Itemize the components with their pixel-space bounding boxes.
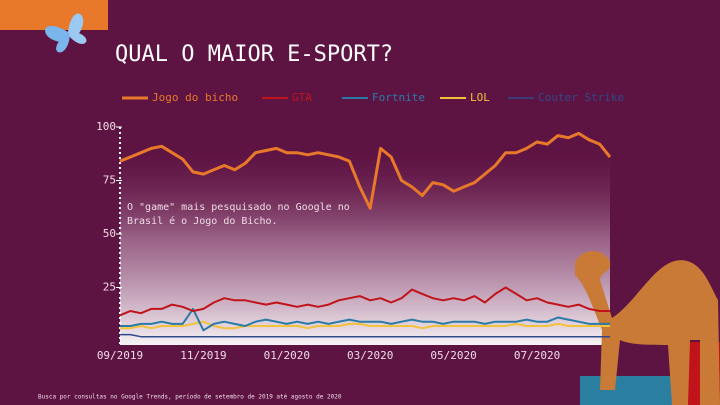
annotation-line: O "game" mais pesquisado no Google no bbox=[127, 202, 350, 213]
legend-label: LOL bbox=[470, 91, 490, 104]
x-tick-label: 11/2019 bbox=[180, 349, 226, 362]
y-tick-label: 75 bbox=[103, 174, 116, 187]
y-tick-label: 50 bbox=[103, 227, 116, 240]
x-tick-label: 01/2020 bbox=[264, 349, 310, 362]
x-tick-label: 05/2020 bbox=[430, 349, 476, 362]
corner-block bbox=[0, 0, 108, 30]
x-tick-label: 07/2020 bbox=[514, 349, 560, 362]
x-tick-label: 09/2019 bbox=[97, 349, 143, 362]
annotation-line: Brasil é o Jogo do Bicho. bbox=[127, 215, 278, 227]
legend-label: Fortnite bbox=[372, 91, 425, 104]
area-gradient bbox=[120, 150, 610, 345]
series-line bbox=[120, 307, 610, 332]
legend-label: Couter Strike bbox=[538, 91, 624, 104]
y-tick-label: 25 bbox=[103, 281, 116, 294]
series-line bbox=[120, 333, 610, 338]
series-line bbox=[119, 131, 612, 210]
footnote: Busca por consultas no Google Trends, pe… bbox=[38, 394, 342, 401]
series-line bbox=[119, 286, 610, 317]
y-tick-label: 100 bbox=[96, 120, 116, 133]
x-tick-label: 03/2020 bbox=[347, 349, 393, 362]
legend-label: GTA bbox=[292, 91, 312, 104]
annotation: O "game" mais pesquisado no Google no Bra… bbox=[127, 202, 350, 227]
butterfly bbox=[45, 13, 87, 53]
chart-title: QUAL O MAIOR E-SPORT? bbox=[115, 42, 393, 67]
series-line bbox=[120, 320, 610, 330]
legend-label: Jogo do bicho bbox=[152, 91, 238, 104]
camel bbox=[575, 251, 720, 405]
